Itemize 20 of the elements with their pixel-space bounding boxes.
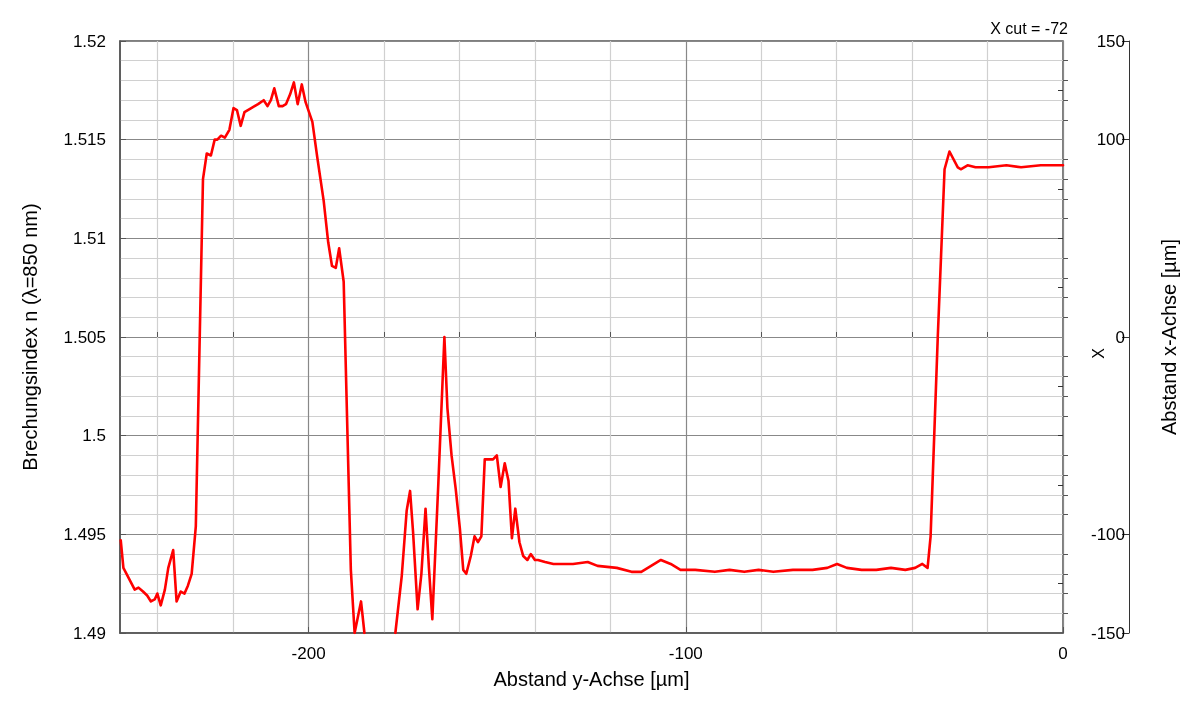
y2-tick-label: -150 <box>1090 623 1125 643</box>
text: X cut = -72 <box>990 19 1069 37</box>
y-tick-label: 1.52 <box>72 31 106 51</box>
x-tick-label: -200 <box>291 644 326 663</box>
y-tick-label: 1.51 <box>72 228 106 248</box>
y2-axis-title: Abstand x-Achse [µm] <box>1158 238 1180 436</box>
y2-tick-label: 0 <box>1115 327 1125 347</box>
y-tick-label: 1.49 <box>72 623 106 643</box>
x-tick-label: 0 <box>1058 644 1068 663</box>
y-tick-label: 1.5 <box>82 426 106 446</box>
x-tick-label: -100 <box>668 644 703 663</box>
y-tick-label: 1.495 <box>63 524 106 544</box>
y2-tick-label: 100 <box>1096 130 1125 150</box>
y-axis-title: Brechungsindex n (λ=850 nm) <box>19 203 41 471</box>
y-tick-label: 1.515 <box>63 130 106 150</box>
y2-tick-label: 150 <box>1096 31 1125 51</box>
x-axis-title: Abstand y-Achse [µm] <box>493 668 690 690</box>
y-tick-label: 1.505 <box>63 327 106 347</box>
y2-tick-label: -100 <box>1090 524 1125 544</box>
text: X <box>1089 347 1107 359</box>
